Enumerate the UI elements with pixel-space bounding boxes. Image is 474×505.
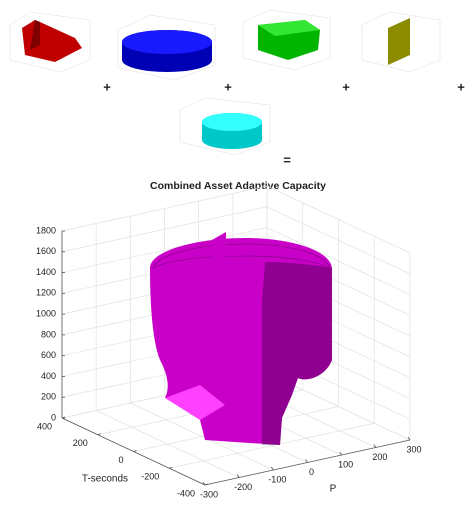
tick-mark: [305, 459, 308, 463]
z-tick-label: 1800: [36, 225, 56, 235]
y-tick-label: 200: [73, 438, 88, 448]
tick-mark: [97, 433, 101, 436]
ticks: 020040060080010001200140016001800-400-20…: [36, 225, 422, 499]
y-tick-label: 0: [118, 455, 123, 465]
tick-mark: [407, 436, 411, 441]
x-tick-label: 200: [372, 452, 387, 462]
tick-mark: [236, 474, 240, 478]
x-tick-label: -200: [234, 482, 252, 492]
operator: +: [103, 79, 111, 94]
y-tick-label: 400: [37, 421, 52, 431]
x-tick-label: -100: [268, 474, 286, 484]
thumbnail-red: [9, 11, 91, 73]
surface-base: [165, 385, 225, 420]
x-tick-label: 0: [309, 467, 314, 477]
tick-mark: [204, 483, 209, 486]
z-tick-label: 1600: [36, 246, 56, 256]
grid-line: [169, 422, 375, 469]
z-tick-label: 1400: [36, 267, 56, 277]
surface: [150, 232, 332, 445]
operator: +: [457, 79, 465, 94]
tick-mark: [133, 450, 137, 452]
z-tick-label: 200: [41, 392, 56, 402]
tick-mark: [373, 444, 377, 448]
tick-mark: [169, 466, 173, 469]
operator: +: [224, 79, 232, 94]
z-tick-label: 1000: [36, 308, 56, 318]
z-tick-label: 0: [51, 412, 56, 422]
z-tick-label: 600: [41, 350, 56, 360]
tick-mark: [61, 416, 66, 419]
surface-fin: [212, 232, 226, 284]
tick-mark: [202, 481, 206, 486]
thumbnail-cyan: [179, 97, 271, 156]
tick-mark: [271, 466, 274, 471]
z-tick-label: 1200: [36, 288, 56, 298]
thumbnail-yellow: [361, 11, 441, 73]
y-axis-label: T-seconds: [82, 474, 128, 485]
x-tick-label: -300: [200, 489, 218, 499]
tick-mark: [339, 451, 342, 456]
operator: +: [342, 79, 350, 94]
chart-title: Combined Asset Adaptive Capacity: [150, 180, 326, 192]
operator: =: [283, 152, 291, 167]
z-tick-label: 400: [41, 371, 56, 381]
z-tick-label: 800: [41, 329, 56, 339]
y-tick-label: -200: [141, 472, 159, 482]
thumbnail-blue: [117, 14, 216, 81]
x-tick-label: 100: [338, 459, 353, 469]
y-tick-label: -400: [177, 488, 195, 498]
x-axis-label: P: [330, 484, 337, 495]
surface-shade: [262, 262, 332, 445]
x-tick-label: 300: [406, 444, 421, 454]
thumbnail-green: [242, 9, 331, 71]
